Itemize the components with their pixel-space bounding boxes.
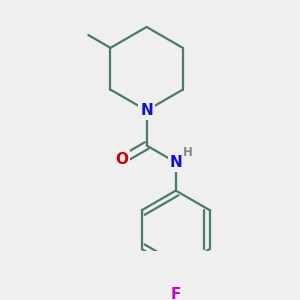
Text: O: O [116, 152, 129, 167]
Text: F: F [171, 287, 181, 300]
Text: N: N [169, 155, 182, 170]
Text: H: H [183, 146, 193, 159]
Text: N: N [140, 103, 153, 118]
